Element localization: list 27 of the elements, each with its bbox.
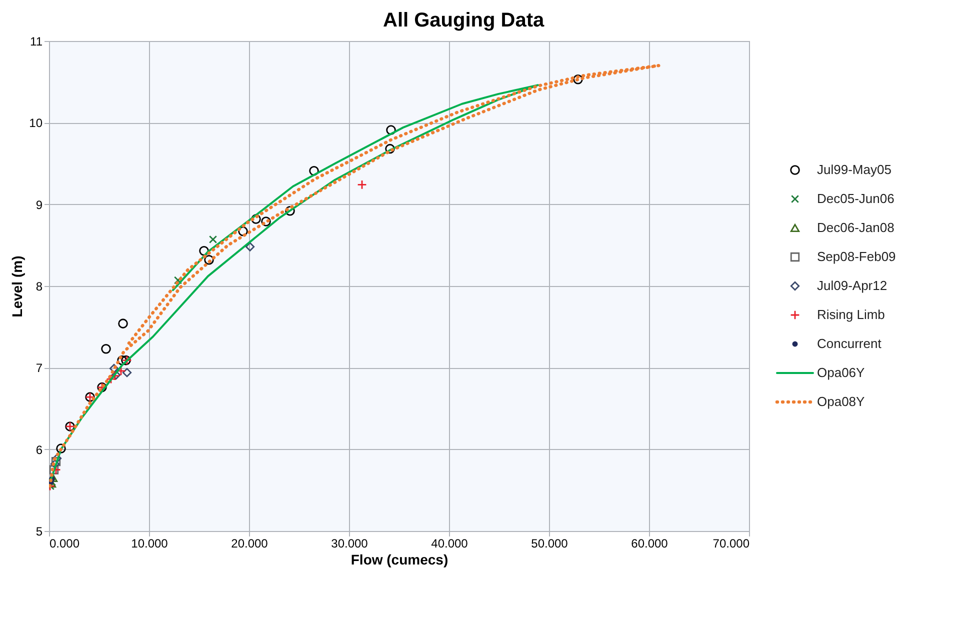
legend-label: Dec06-Jan08 <box>817 220 894 235</box>
y-tick-label: 8 <box>36 280 43 294</box>
x-tick-label: 50.000 <box>531 536 568 550</box>
legend-label: Jul09-Apr12 <box>817 278 888 293</box>
y-tick-label: 11 <box>30 34 43 48</box>
legend-label: Concurrent <box>817 336 882 351</box>
y-tick-label: 7 <box>36 361 43 376</box>
legend-label: Opa06Y <box>817 365 866 380</box>
y-tick-label: 5 <box>36 524 43 538</box>
x-tick-label: 0.000 <box>50 536 80 550</box>
y-tick-label: 10 <box>29 116 43 130</box>
x-axis-title: Flow (cumecs) <box>350 552 448 568</box>
legend-label: Dec05-Jun06 <box>817 191 894 206</box>
y-tick-label: 6 <box>36 442 43 457</box>
x-tick-label: 40.000 <box>431 536 468 550</box>
chart-title: All Gauging Data <box>383 10 546 32</box>
legend-label: Opa08Y <box>817 394 866 409</box>
y-tick-label: 9 <box>36 198 43 212</box>
x-tick-label: 70.000 <box>712 536 750 550</box>
legend-label: Jul99-May05 <box>817 162 892 177</box>
x-tick-label: 10.000 <box>131 536 168 550</box>
legend-label: Rising Limb <box>817 307 885 322</box>
x-tick-label: 30.000 <box>331 536 368 550</box>
x-tick-label: 20.000 <box>231 536 268 550</box>
x-tick-label: 60.000 <box>631 536 668 550</box>
legend-label: Sep08-Feb09 <box>817 249 896 264</box>
y-axis-title: Level (m) <box>9 256 26 318</box>
